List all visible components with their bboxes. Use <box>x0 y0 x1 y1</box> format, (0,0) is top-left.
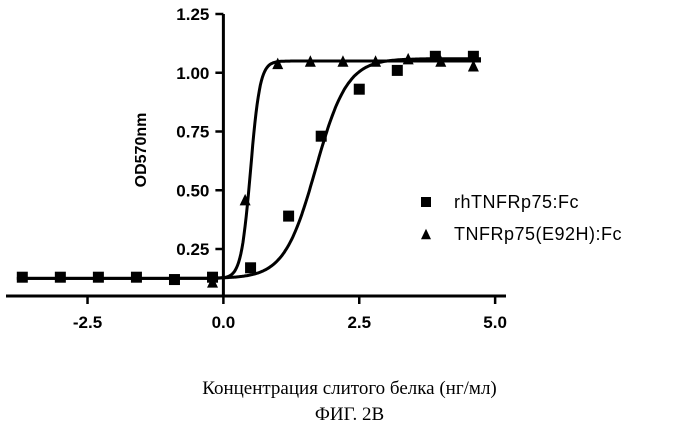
fit-curve-series-1 <box>17 59 481 279</box>
data-point-series-1 <box>131 272 142 283</box>
data-points <box>17 51 479 288</box>
legend-marker-series-1 <box>421 197 431 207</box>
y-tick-label: 0.25 <box>176 240 209 259</box>
legend: rhTNFRp75:Fc TNFRp75(E92H):Fc <box>421 192 622 244</box>
x-tick-label: 2.5 <box>347 313 371 332</box>
data-point-series-1 <box>17 272 28 283</box>
legend-marker-series-2 <box>421 229 431 240</box>
y-tick-label: 1.00 <box>176 64 209 83</box>
y-tick-label: 1.25 <box>176 5 209 24</box>
figure-caption: Концентрация слитого белка (нг/мл) <box>0 378 699 400</box>
legend-label-series-2: TNFRp75(E92H):Fc <box>454 224 622 244</box>
y-axis-label: OD570nm <box>133 113 150 188</box>
figure-number: ФИГ. 2В <box>0 404 699 426</box>
data-point-series-1 <box>55 272 66 283</box>
data-point-series-1 <box>354 84 365 95</box>
data-point-series-1 <box>316 131 327 142</box>
data-point-series-1 <box>245 262 256 273</box>
data-point-series-1 <box>169 274 180 285</box>
x-tick-label: 5.0 <box>483 313 507 332</box>
fit-curves <box>17 59 481 279</box>
y-tick-label: 0.50 <box>176 181 209 200</box>
x-tick-label: 0.0 <box>212 313 236 332</box>
data-point-series-1 <box>93 272 104 283</box>
fit-curve-series-2 <box>17 61 481 278</box>
y-tick-label: 0.75 <box>176 123 209 142</box>
data-point-series-1 <box>283 211 294 222</box>
data-point-series-1 <box>392 65 403 76</box>
legend-label-series-1: rhTNFRp75:Fc <box>454 192 579 212</box>
x-tick-label: -2.5 <box>73 313 102 332</box>
